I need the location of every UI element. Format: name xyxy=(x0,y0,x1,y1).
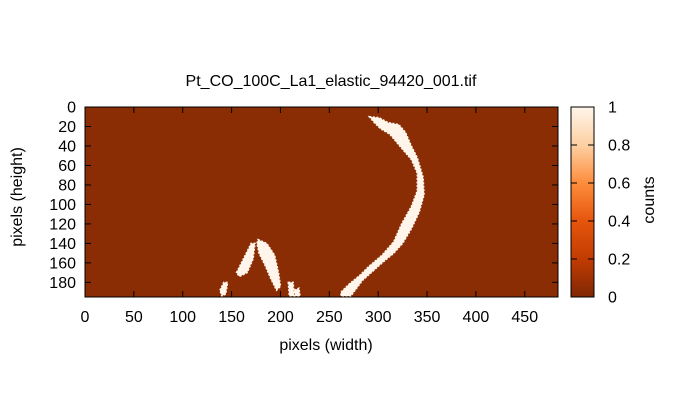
y-tick-label: 140 xyxy=(49,236,76,253)
x-tick-label: 0 xyxy=(81,309,90,326)
y-tick-label: 180 xyxy=(49,275,76,292)
colorbar xyxy=(570,106,595,298)
y-tick-label: 120 xyxy=(49,216,76,233)
bright-region-small-dot-c xyxy=(293,287,301,297)
colorbar-label: counts xyxy=(641,176,658,223)
colorbar-tick-label: 0 xyxy=(608,290,617,307)
x-tick-label: 400 xyxy=(463,309,490,326)
y-axis-ticks: 0 20 40 60 80 100 120 140 160 180 xyxy=(49,100,558,292)
bright-region-left-blob-a xyxy=(235,242,256,278)
x-tick-label: 150 xyxy=(218,309,245,326)
x-tick-label: 300 xyxy=(365,309,392,326)
x-tick-label: 50 xyxy=(125,309,143,326)
y-tick-label: 160 xyxy=(49,255,76,272)
y-tick-label: 0 xyxy=(67,100,76,117)
x-axis-label: pixels (width) xyxy=(279,337,372,354)
x-tick-label: 250 xyxy=(316,309,343,326)
colorbar-tick-label: 0.2 xyxy=(608,252,630,269)
x-axis-ticks: 0 50 100 150 200 250 300 350 400 450 xyxy=(81,107,538,326)
y-tick-label: 80 xyxy=(58,177,76,194)
colorbar-tick-label: 1 xyxy=(608,100,617,117)
y-tick-label: 40 xyxy=(58,138,76,155)
bright-region-upper-arc xyxy=(340,115,425,297)
colorbar-tick-label: 0.4 xyxy=(608,214,630,231)
x-tick-label: 450 xyxy=(511,309,538,326)
y-tick-label: 20 xyxy=(58,119,76,136)
chart-title: Pt_CO_100C_La1_elastic_94420_001.tif xyxy=(186,73,477,90)
y-axis-label: pixels (height) xyxy=(9,147,26,247)
bright-region-small-dot-b xyxy=(287,281,295,297)
x-tick-label: 350 xyxy=(414,309,441,326)
plot-background xyxy=(85,107,558,297)
colorbar-tick-label: 0.6 xyxy=(608,176,630,193)
y-tick-label: 100 xyxy=(49,197,76,214)
bright-regions xyxy=(219,115,425,297)
plot-frame xyxy=(84,106,559,298)
bright-region-small-dot-a xyxy=(219,281,229,297)
x-tick-label: 200 xyxy=(267,309,294,326)
colorbar-ticks: 0 0.2 0.4 0.6 0.8 1 xyxy=(571,100,630,307)
colorbar-tick-label: 0.8 xyxy=(608,138,630,155)
x-tick-label: 100 xyxy=(169,309,196,326)
y-tick-label: 60 xyxy=(58,158,76,175)
bright-region-left-blob-b xyxy=(256,238,282,292)
